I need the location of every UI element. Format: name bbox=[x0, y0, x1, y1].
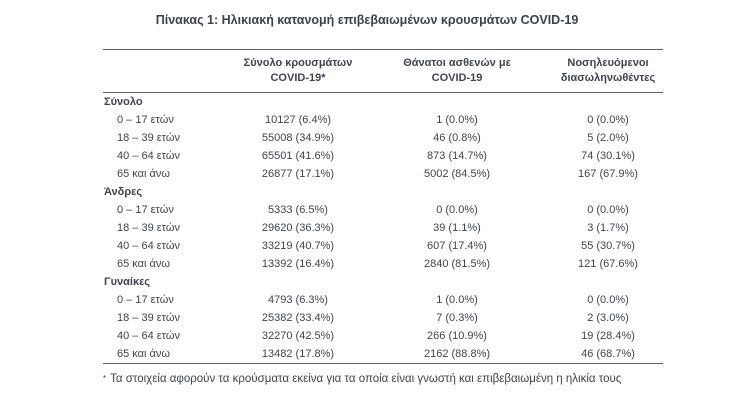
table-row: 18 – 39 ετών 55008 (34.9%) 46 (0.8%) 5 (… bbox=[103, 129, 663, 147]
cell-cases: 29620 (36.3%) bbox=[261, 222, 335, 234]
cell-intubated: 167 (67.9%) bbox=[578, 168, 638, 180]
row-label: 18 – 39 ετών bbox=[117, 312, 180, 324]
section-label: Γυναίκες bbox=[104, 276, 151, 288]
cell-deaths: 1 (0.0%) bbox=[436, 114, 478, 126]
section-label: Σύνολο bbox=[104, 96, 143, 108]
covid-age-table: Σύνολο κρουσμάτων COVID-19* Θάνατοι ασθε… bbox=[103, 49, 663, 364]
table-row: 65 και άνω 26877 (17.1%) 5002 (84.5%) 16… bbox=[103, 165, 663, 183]
cell-deaths: 2162 (88.8%) bbox=[423, 348, 491, 360]
column-header-line: Θάνατοι ασθενών με bbox=[403, 57, 511, 69]
cell-cases: 32270 (42.5%) bbox=[261, 330, 335, 342]
covid-age-table-wrapper: Σύνολο κρουσμάτων COVID-19* Θάνατοι ασθε… bbox=[103, 49, 663, 364]
column-header-line: COVID-19 bbox=[431, 72, 483, 84]
row-label: 18 – 39 ετών bbox=[117, 132, 180, 144]
cell-intubated: 5 (2.0%) bbox=[587, 132, 629, 144]
table-row: 18 – 39 ετών 25382 (33.4%) 7 (0.3%) 2 (3… bbox=[103, 309, 663, 327]
cell-deaths: 873 (14.7%) bbox=[427, 150, 487, 162]
section-label: Άνδρες bbox=[104, 186, 143, 198]
cell-deaths: 266 (10.9%) bbox=[427, 330, 487, 342]
row-label: 65 και άνω bbox=[117, 168, 170, 180]
cell-deaths: 39 (1.1%) bbox=[433, 222, 481, 234]
column-header-deaths: Θάνατοι ασθενών με COVID-19 bbox=[361, 49, 553, 93]
table-row: 65 και άνω 13482 (17.8%) 2162 (88.8%) 46… bbox=[103, 345, 663, 364]
column-header-line: COVID-19* bbox=[270, 72, 326, 84]
row-label: 40 – 64 ετών bbox=[117, 330, 180, 342]
table-row: 0 – 17 ετών 10127 (6.4%) 1 (0.0%) 0 (0.0… bbox=[103, 111, 663, 129]
row-label: 0 – 17 ετών bbox=[117, 114, 174, 126]
cell-cases: 10127 (6.4%) bbox=[264, 114, 332, 126]
row-label: 0 – 17 ετών bbox=[117, 204, 174, 216]
footnote: * Τα στοιχεία αφορούν τα κρούσματα εκείνα… bbox=[103, 372, 713, 387]
header-row: Σύνολο κρουσμάτων COVID-19* Θάνατοι ασθε… bbox=[103, 49, 663, 93]
cell-intubated: 55 (30.7%) bbox=[581, 240, 635, 252]
cell-cases: 55008 (34.9%) bbox=[261, 132, 335, 144]
section-header-total: Σύνολο bbox=[103, 93, 663, 112]
column-header-line: διασωληνωθέντες bbox=[560, 72, 656, 84]
cell-deaths: 46 (0.8%) bbox=[433, 132, 481, 144]
cell-cases: 13482 (17.8%) bbox=[261, 348, 335, 360]
cell-intubated: 0 (0.0%) bbox=[587, 294, 629, 306]
table-row: 0 – 17 ετών 5333 (6.5%) 0 (0.0%) 0 (0.0%… bbox=[103, 201, 663, 219]
cell-cases: 5333 (6.5%) bbox=[268, 204, 328, 216]
row-label: 40 – 64 ετών bbox=[117, 150, 180, 162]
cell-cases: 33219 (40.7%) bbox=[261, 240, 335, 252]
row-label: 65 και άνω bbox=[117, 258, 170, 270]
cell-intubated: 74 (30.1%) bbox=[581, 150, 635, 162]
column-header-line: Σύνολο κρουσμάτων bbox=[243, 57, 353, 69]
cell-deaths: 0 (0.0%) bbox=[436, 204, 478, 216]
cell-intubated: 2 (3.0%) bbox=[587, 312, 629, 324]
section-header-men: Άνδρες bbox=[103, 183, 663, 201]
table-row: 0 – 17 ετών 4793 (6.3%) 1 (0.0%) 0 (0.0%… bbox=[103, 291, 663, 309]
column-header-empty bbox=[103, 49, 235, 93]
cell-intubated: 3 (1.7%) bbox=[587, 222, 629, 234]
cell-intubated: 19 (28.4%) bbox=[581, 330, 635, 342]
table-title: Πίνακας 1: Ηλικιακή κατανομή επιβεβαιωμέ… bbox=[155, 13, 579, 27]
cell-cases: 4793 (6.3%) bbox=[268, 294, 328, 306]
cell-deaths: 1 (0.0%) bbox=[436, 294, 478, 306]
footnote-marker: * bbox=[103, 374, 107, 383]
cell-cases: 65501 (41.6%) bbox=[261, 150, 335, 162]
table-row: 65 και άνω 13392 (16.4%) 2840 (81.5%) 12… bbox=[103, 255, 663, 273]
table-row: 40 – 64 ετών 32270 (42.5%) 266 (10.9%) 1… bbox=[103, 327, 663, 345]
table-row: 18 – 39 ετών 29620 (36.3%) 39 (1.1%) 3 (… bbox=[103, 219, 663, 237]
column-header-total-cases: Σύνολο κρουσμάτων COVID-19* bbox=[235, 49, 361, 93]
footnote-text: Τα στοιχεία αφορούν τα κρούσματα εκείνα … bbox=[110, 373, 622, 385]
cell-cases: 25382 (33.4%) bbox=[261, 312, 335, 324]
cell-deaths: 7 (0.3%) bbox=[436, 312, 478, 324]
column-header-line: Νοσηλευόμενοι bbox=[567, 57, 649, 69]
cell-intubated: 121 (67.6%) bbox=[578, 258, 638, 270]
row-label: 65 και άνω bbox=[117, 348, 170, 360]
row-label: 40 – 64 ετών bbox=[117, 240, 180, 252]
cell-intubated: 0 (0.0%) bbox=[587, 204, 629, 216]
row-label: 18 – 39 ετών bbox=[117, 222, 180, 234]
cell-deaths: 607 (17.4%) bbox=[427, 240, 487, 252]
section-header-women: Γυναίκες bbox=[103, 273, 663, 291]
column-header-intubated: Νοσηλευόμενοι διασωληνωθέντες bbox=[553, 49, 663, 93]
table-row: 40 – 64 ετών 65501 (41.6%) 873 (14.7%) 7… bbox=[103, 147, 663, 165]
cell-deaths: 2840 (81.5%) bbox=[423, 258, 491, 270]
cell-deaths: 5002 (84.5%) bbox=[423, 168, 491, 180]
table-row: 40 – 64 ετών 33219 (40.7%) 607 (17.4%) 5… bbox=[103, 237, 663, 255]
cell-intubated: 46 (68.7%) bbox=[581, 348, 635, 360]
row-label: 0 – 17 ετών bbox=[117, 294, 174, 306]
cell-cases: 26877 (17.1%) bbox=[261, 168, 335, 180]
cell-cases: 13392 (16.4%) bbox=[261, 258, 335, 270]
cell-intubated: 0 (0.0%) bbox=[587, 114, 629, 126]
